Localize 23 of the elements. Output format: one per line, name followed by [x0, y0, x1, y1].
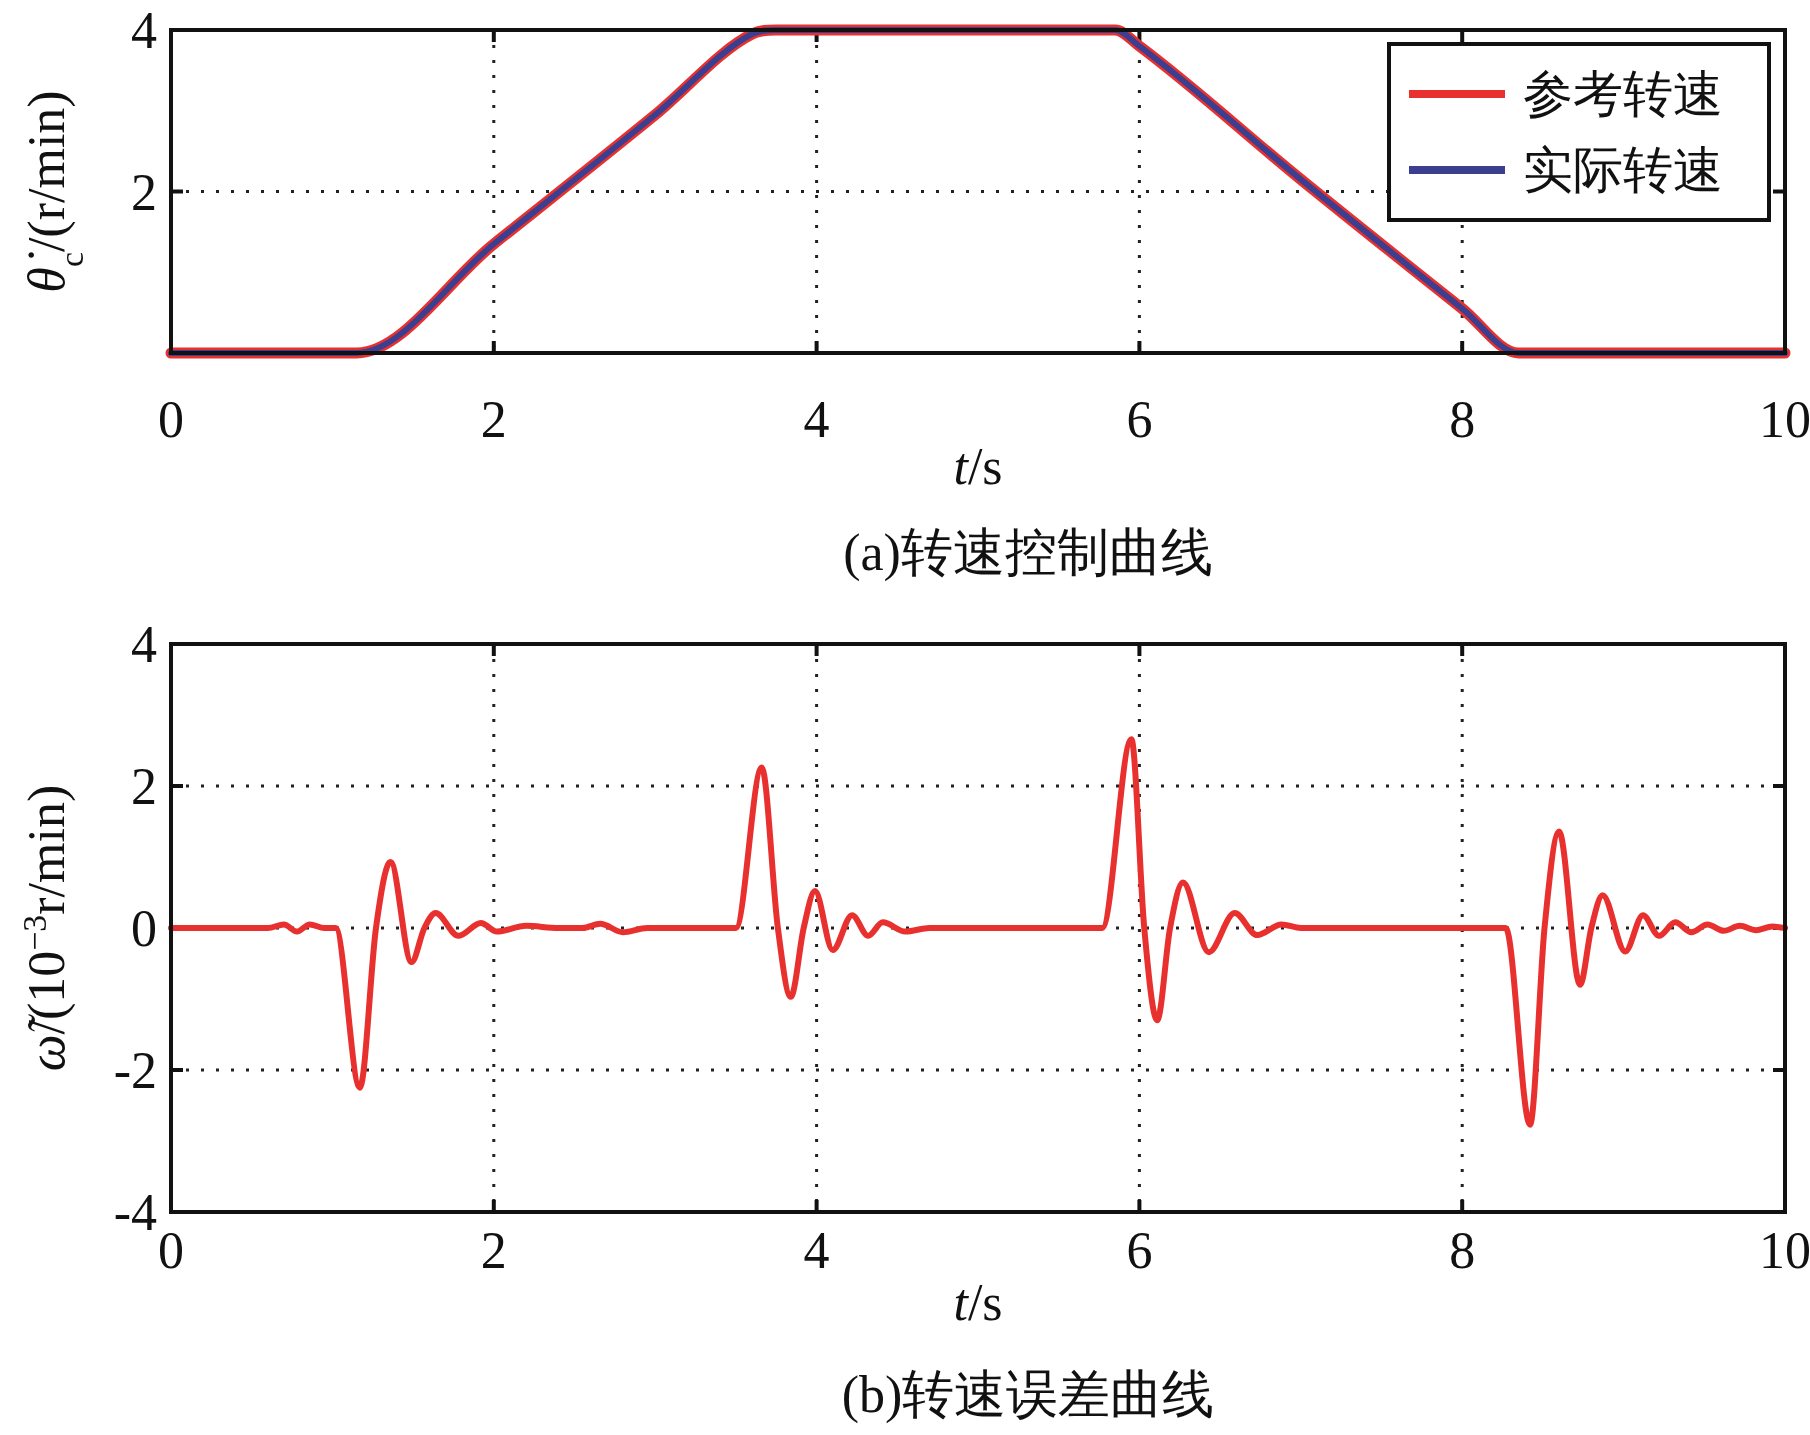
- x-tick-label: 2: [480, 1222, 507, 1279]
- y-tick-label: 4: [131, 616, 157, 674]
- x-tick-label: 6: [1126, 391, 1153, 448]
- x-tick-label: 4: [803, 391, 830, 448]
- y-tick-label: 4: [131, 2, 157, 60]
- y-tick-label: 2: [131, 163, 157, 221]
- x-axis-title: t/s: [953, 438, 1003, 495]
- y-tick-label: -4: [113, 1184, 157, 1242]
- legend-label: 实际转速: [1523, 142, 1723, 198]
- x-tick-label: 10: [1759, 391, 1810, 448]
- y-tick-label: 0: [131, 900, 157, 958]
- y-tick-label: 2: [131, 758, 157, 816]
- x-tick-label: 8: [1449, 1222, 1476, 1279]
- x-tick-label: 6: [1126, 1222, 1153, 1279]
- x-tick-label: 2: [480, 391, 507, 448]
- text: (b)转速误差曲线: [841, 1366, 1215, 1424]
- x-axis-title: t/s: [953, 1274, 1003, 1331]
- text: (a)转速控制曲线: [843, 524, 1213, 582]
- x-tick-label: 10: [1759, 1222, 1810, 1279]
- y-tick-label: -2: [113, 1042, 157, 1100]
- legend-label: 参考转速: [1523, 66, 1723, 122]
- x-tick-label: 8: [1449, 391, 1476, 448]
- x-tick-label: 4: [803, 1222, 830, 1279]
